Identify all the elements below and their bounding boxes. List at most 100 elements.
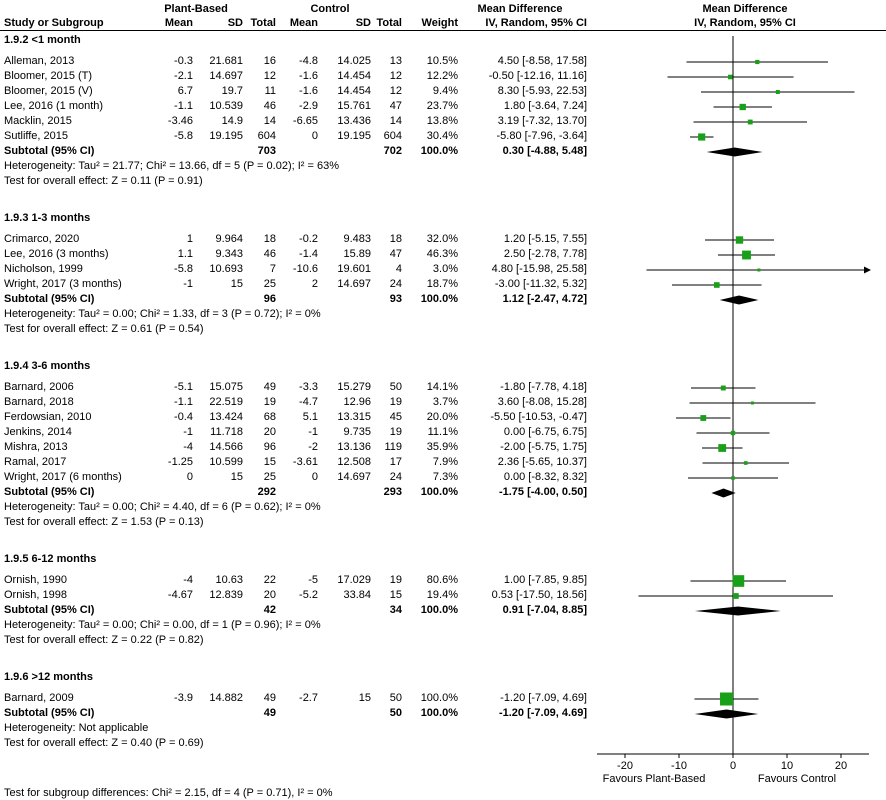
subtotal-weight: 100.0% (420, 604, 458, 616)
effect-square (713, 282, 720, 288)
plot-ci-header: IV, Random, 95% CI (694, 17, 796, 29)
study-name: Crimarco, 2020 (4, 233, 80, 245)
plant-mean: -4.67 (167, 589, 193, 601)
group1-header: Plant-Based (164, 3, 228, 15)
control-total: 17 (389, 456, 402, 468)
ci-text: 2.36 [-5.65, 10.37] (497, 456, 587, 468)
subtotal-ci-text: 0.91 [-7.04, 8.85] (502, 604, 587, 616)
control-mean: -0.2 (299, 233, 318, 245)
plant-mean: 6.7 (177, 85, 193, 97)
subtotal-plant-total: 49 (263, 707, 276, 719)
plant-mean: -0.3 (174, 55, 193, 67)
subtotal-label: Subtotal (95% CI) (4, 293, 95, 305)
ci-text: 4.50 [-8.58, 17.58] (497, 55, 587, 67)
weight-value: 12.2% (426, 70, 458, 82)
ci-text: -1.20 [-7.09, 4.69] (500, 692, 587, 704)
subtotal-control-total: 34 (389, 604, 402, 616)
plant-mean: -0.4 (174, 411, 193, 423)
control-total: 4 (395, 263, 402, 275)
plant-total: 14 (263, 115, 276, 127)
plant-total: 11 (264, 85, 276, 97)
plant-sd: 13.424 (209, 411, 243, 423)
control-sd: 14.025 (337, 55, 371, 67)
ci-text: 2.50 [-2.78, 7.78] (503, 248, 587, 260)
control-total: 50 (389, 381, 402, 393)
plant-total: 68 (263, 411, 276, 423)
weight-value: 19.4% (426, 589, 458, 601)
plant-mean: 1 (186, 233, 193, 245)
ci-text: -1.80 [-7.78, 4.18] (500, 381, 587, 393)
ci-text: -5.80 [-7.96, -3.64] (496, 130, 588, 142)
subtotal-diamond (694, 606, 781, 616)
control-mean: 0 (311, 130, 318, 142)
control-sd: 14.454 (337, 70, 371, 82)
subtotal-diamond (694, 709, 759, 719)
subtotal-label: Subtotal (95% CI) (4, 604, 95, 616)
weight-value: 7.9% (432, 456, 458, 468)
plant-total: 22 (263, 574, 276, 586)
weight-value: 18.7% (426, 278, 458, 290)
plant-sd: 14.566 (209, 441, 243, 453)
subtotal-plant-total: 96 (263, 293, 276, 305)
plant-sd: 9.964 (215, 233, 243, 245)
control-sd: 9.735 (343, 426, 371, 438)
plant-mean: -5.1 (174, 381, 193, 393)
plant-sd: 10.693 (209, 263, 243, 275)
subtotal-label: Subtotal (95% CI) (4, 486, 95, 498)
plant-total: 46 (263, 100, 276, 112)
subtotal-ci-text: 0.30 [-4.88, 5.48] (502, 145, 587, 157)
weight-value: 14.1% (426, 381, 458, 393)
control-total: 24 (389, 278, 402, 290)
subtotal-diamond (719, 295, 759, 305)
control-mean: -1.6 (299, 85, 318, 97)
subgroup-title: 1.9.6 >12 months (4, 671, 93, 683)
favours-right-label: Favours Control (757, 773, 837, 785)
effect-square (739, 103, 746, 111)
plant-mean: -4 (183, 574, 193, 586)
plant-sd: 19.195 (209, 130, 243, 142)
plant-total: 96 (263, 441, 276, 453)
control-total: 12 (389, 70, 402, 82)
control-total: 47 (389, 100, 402, 112)
weight-value: 11.1% (427, 426, 458, 438)
axis-tick-label: 20 (834, 760, 848, 772)
study-name: Macklin, 2015 (4, 115, 72, 127)
weight-value: 80.6% (426, 574, 458, 586)
ci-text: 1.00 [-7.85, 9.85] (503, 574, 587, 586)
control-sd: 19.195 (337, 130, 371, 142)
study-name: Bloomer, 2015 (T) (4, 70, 93, 82)
effect-square (720, 385, 726, 391)
study-name: Mishra, 2013 (4, 441, 68, 453)
control-mean: -4.8 (299, 55, 318, 67)
overall-effect-text: Test for overall effect: Z = 0.11 (P = 0… (4, 175, 203, 187)
control-sd: 15.89 (343, 248, 371, 260)
subtotal-control-total: 50 (389, 707, 402, 719)
heterogeneity-text: Heterogeneity: Tau² = 0.00; Chi² = 4.40,… (4, 501, 321, 513)
subtotal-control-total: 93 (389, 293, 402, 305)
study-name: Bloomer, 2015 (V) (4, 85, 93, 97)
plant-mean: 0 (186, 471, 193, 483)
control-sd: 33.84 (343, 589, 371, 601)
plant-sd: 10.599 (209, 456, 243, 468)
subtotal-control-total: 293 (383, 486, 402, 498)
control-mean: 0 (311, 471, 318, 483)
control-mean: -3.3 (299, 381, 318, 393)
plant-sd: 21.681 (209, 55, 243, 67)
plant-sd: 19.7 (221, 85, 243, 97)
plant-total: 25 (263, 278, 276, 290)
col-total1-header: Total (250, 17, 276, 29)
plant-mean: -1.1 (174, 396, 193, 408)
effect-square (743, 461, 748, 465)
control-mean: -1 (308, 426, 318, 438)
control-total: 47 (389, 248, 402, 260)
axis-tick-label: -20 (617, 760, 633, 772)
weight-value: 35.9% (426, 441, 458, 453)
weight-value: 3.0% (432, 263, 458, 275)
col-weight-header: Weight (421, 17, 458, 29)
effect-square (747, 119, 753, 125)
control-sd: 15.761 (337, 100, 371, 112)
plant-total: 16 (263, 55, 276, 67)
group2-header: Control (310, 3, 350, 15)
subgroup-title: 1.9.5 6-12 months (4, 553, 97, 565)
